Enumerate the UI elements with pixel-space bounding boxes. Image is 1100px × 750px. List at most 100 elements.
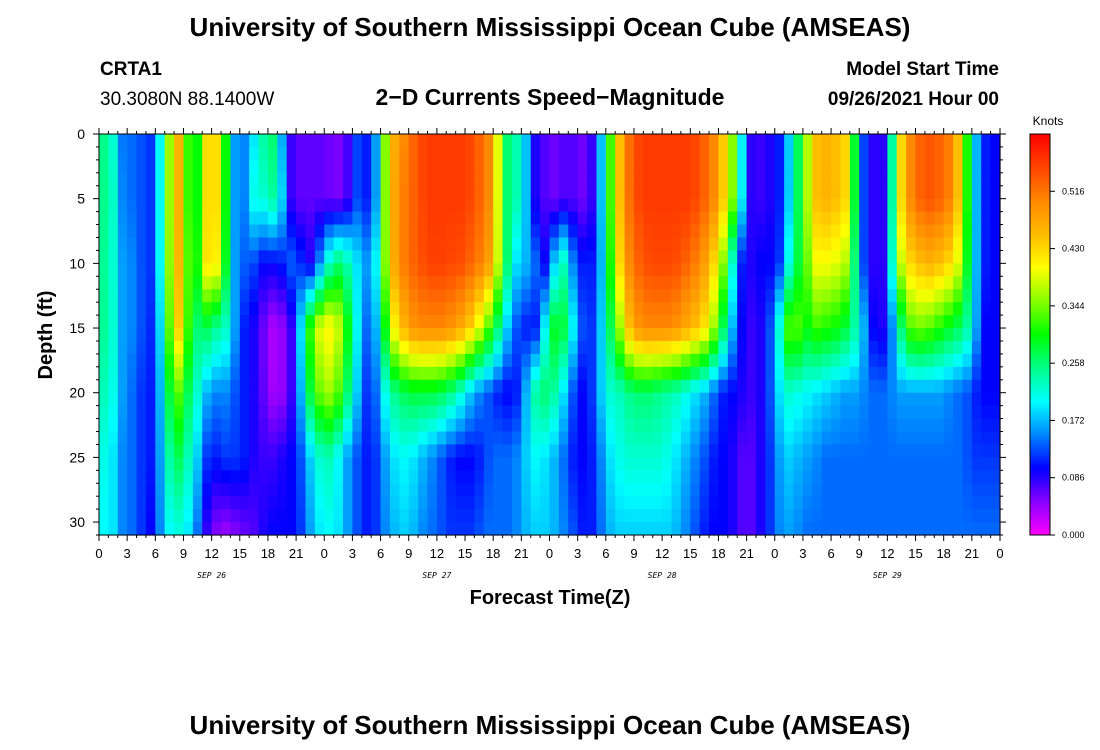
heatmap-cell — [99, 211, 109, 226]
heatmap-cell — [221, 198, 231, 213]
heatmap-cell — [408, 198, 419, 213]
heatmap-cell — [943, 340, 954, 355]
heatmap-cell — [258, 134, 269, 148]
heatmap-cell — [164, 353, 175, 368]
heatmap-cell — [746, 198, 757, 213]
heatmap-cell — [258, 328, 269, 342]
heatmap-cell — [483, 457, 494, 471]
heatmap-cell — [521, 224, 532, 239]
heatmap-cell — [962, 483, 973, 497]
heatmap-cell — [680, 405, 691, 420]
heatmap-cell — [446, 457, 457, 471]
heatmap-cell — [943, 237, 954, 252]
heatmap-cell — [887, 237, 898, 252]
heatmap-cell — [127, 263, 138, 277]
heatmap-cell — [587, 250, 598, 264]
heatmap-cell — [333, 470, 344, 484]
heatmap-cell — [690, 444, 701, 458]
heatmap-cell — [793, 198, 804, 213]
heatmap-cell — [314, 431, 325, 446]
heatmap-cell — [849, 211, 860, 226]
heatmap-cell — [267, 509, 278, 523]
heatmap-cell — [314, 237, 325, 252]
heatmap-cell — [587, 211, 598, 226]
heatmap-cell — [633, 353, 644, 368]
heatmap-cell — [474, 340, 485, 355]
heatmap-cell — [418, 483, 429, 497]
heatmap-cell — [774, 366, 785, 381]
heatmap-cell — [389, 483, 400, 497]
heatmap-cell — [117, 496, 128, 510]
heatmap-cell — [821, 146, 832, 161]
heatmap-cell — [943, 315, 954, 329]
heatmap-cell — [643, 509, 654, 523]
heatmap-cell — [549, 496, 560, 510]
heatmap-cell — [436, 431, 447, 446]
heatmap-cell — [474, 444, 485, 458]
heatmap-cell — [465, 483, 476, 497]
heatmap-cell — [727, 444, 738, 458]
heatmap-cell — [652, 509, 663, 523]
heatmap-cell — [408, 483, 419, 497]
heatmap-cell — [699, 263, 710, 277]
heatmap-cell — [474, 224, 485, 239]
heatmap-cell — [624, 522, 635, 536]
heatmap-cell — [258, 483, 269, 497]
heatmap-cell — [427, 483, 438, 497]
heatmap-cell — [568, 444, 579, 458]
heatmap-cell — [812, 328, 823, 342]
heatmap-cell — [136, 470, 147, 484]
heatmap-cell — [840, 405, 851, 420]
heatmap-cell — [164, 444, 175, 458]
heatmap-cell — [981, 198, 992, 213]
heatmap-cell — [934, 276, 945, 290]
heatmap-cell — [962, 379, 973, 394]
heatmap-cell — [755, 328, 766, 342]
heatmap-cell — [427, 340, 438, 355]
heatmap-cell — [596, 237, 607, 252]
heatmap-cell — [324, 496, 335, 510]
heatmap-cell — [802, 224, 813, 239]
heatmap-cell — [568, 159, 579, 174]
heatmap-cell — [371, 366, 382, 381]
heatmap-cell — [145, 159, 156, 174]
heatmap-cell — [192, 263, 203, 277]
heatmap-cell — [981, 250, 992, 264]
heatmap-cell — [821, 159, 832, 174]
heatmap-cell — [568, 224, 579, 239]
heatmap-cell — [924, 250, 935, 264]
heatmap-cell — [155, 237, 166, 252]
heatmap-cell — [211, 496, 222, 510]
heatmap-cell — [108, 276, 119, 290]
heatmap-cell — [652, 172, 663, 187]
heatmap-cell — [765, 198, 776, 213]
heatmap-cell — [192, 224, 203, 239]
heatmap-cell — [155, 276, 166, 290]
heatmap-cell — [812, 496, 823, 510]
heatmap-cell — [633, 418, 644, 433]
heatmap-cell — [990, 522, 1001, 536]
heatmap-cell — [680, 134, 691, 148]
heatmap-cell — [511, 172, 522, 187]
heatmap-cell — [502, 522, 513, 536]
heatmap-cell — [934, 159, 945, 174]
heatmap-cell — [446, 198, 457, 213]
heatmap-cell — [493, 328, 504, 342]
heatmap-cell — [286, 379, 297, 394]
heatmap-cell — [802, 250, 813, 264]
heatmap-cell — [99, 224, 109, 239]
heatmap-cell — [605, 366, 616, 381]
heatmap-cell — [737, 134, 748, 148]
heatmap-cell — [483, 146, 494, 161]
heatmap-cell — [727, 211, 738, 226]
heatmap-cell — [887, 276, 898, 290]
heatmap-cell — [174, 431, 185, 446]
heatmap-cell — [605, 328, 616, 342]
heatmap-cell — [859, 250, 870, 264]
heatmap-cell — [465, 379, 476, 394]
heatmap-cell — [511, 211, 522, 226]
heatmap-cell — [164, 250, 175, 264]
heatmap-cell — [455, 237, 466, 252]
heatmap-cell — [286, 224, 297, 239]
heatmap-cell — [202, 509, 213, 523]
